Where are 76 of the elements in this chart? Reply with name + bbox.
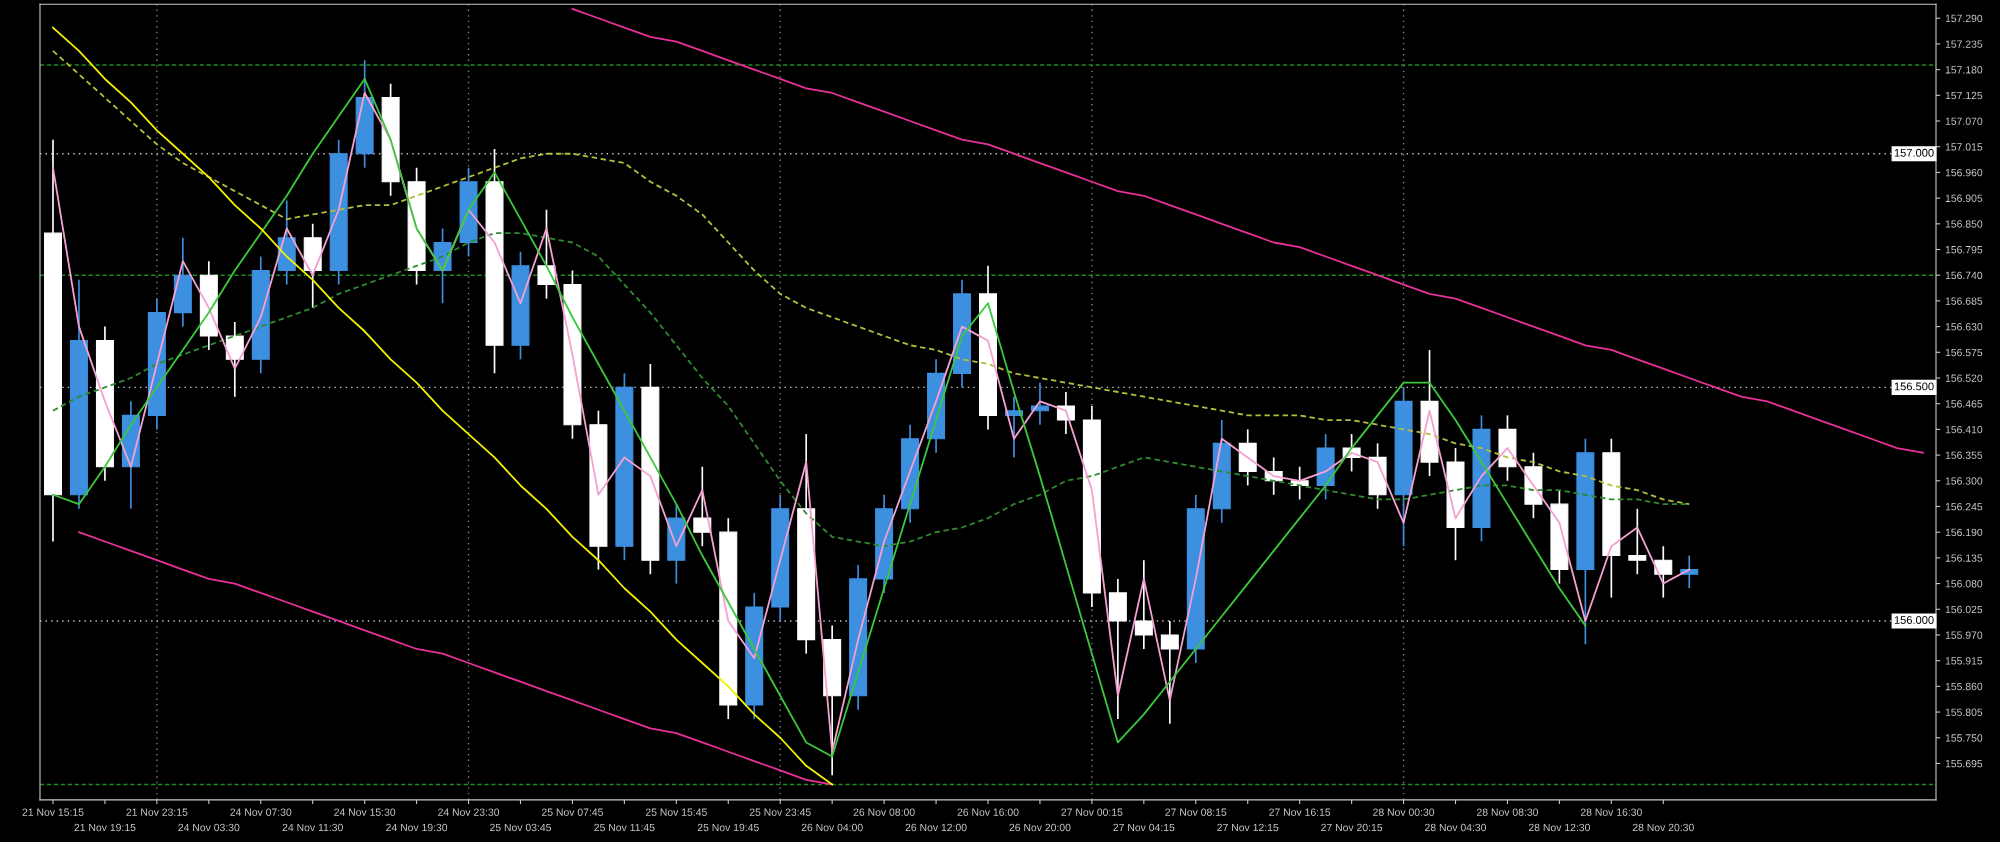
x-tick-label: 21 Nov 19:15 <box>74 823 136 832</box>
x-tick-label: 25 Nov 19:45 <box>697 823 759 832</box>
x-tick-label: 27 Nov 08:15 <box>1165 808 1227 816</box>
x-tick-label: 28 Nov 08:30 <box>1477 808 1539 816</box>
candlestick <box>1654 545 1673 599</box>
y-tick-label: 156.080 <box>1945 580 1983 588</box>
y-tick-label: 156.190 <box>1945 528 1983 537</box>
x-tick-label: 24 Nov 15:30 <box>334 808 396 816</box>
y-tick-label: 156.795 <box>1945 246 1983 254</box>
y-tick-label: 156.740 <box>1945 271 1983 280</box>
candlestick <box>225 321 244 398</box>
candlestick <box>1628 507 1647 576</box>
x-tick-label: 24 Nov 11:30 <box>282 823 343 832</box>
y-tick-label: 156.410 <box>1945 425 1983 434</box>
x-tick-label: 21 Nov 23:15 <box>126 808 188 816</box>
candlestick <box>537 208 556 300</box>
candlestick <box>1134 559 1153 650</box>
line-series <box>52 26 834 786</box>
line-series <box>52 50 1691 506</box>
x-tick-label: 26 Nov 16:00 <box>957 808 1019 816</box>
x-tick-label: 25 Nov 11:45 <box>594 823 655 832</box>
ref-line-label: 157.000 <box>1894 148 1934 157</box>
y-tick-label: 156.300 <box>1945 477 1983 485</box>
y-tick-label: 156.575 <box>1945 348 1983 357</box>
y-tick-label: 155.860 <box>1945 682 1983 691</box>
x-tick-label: 27 Nov 12:15 <box>1217 823 1279 832</box>
ref-line-label: 156.500 <box>1894 382 1934 391</box>
y-tick-label: 155.750 <box>1945 734 1983 742</box>
y-tick-label: 156.465 <box>1945 400 1983 408</box>
x-tick-label: 26 Nov 12:00 <box>905 823 967 832</box>
x-tick-label: 27 Nov 20:15 <box>1321 823 1383 832</box>
x-tick-label: 25 Nov 03:45 <box>490 823 552 832</box>
y-tick-label: 157.125 <box>1945 91 1983 100</box>
x-tick-label: 21 Nov 15:15 <box>22 808 84 816</box>
y-tick-label: 156.520 <box>1945 374 1983 382</box>
x-tick-label: 25 Nov 07:45 <box>541 808 603 816</box>
x-tick-label: 25 Nov 15:45 <box>645 808 707 816</box>
x-tick-label: 24 Nov 07:30 <box>230 808 292 816</box>
x-tick-label: 28 Nov 20:30 <box>1632 823 1694 832</box>
x-tick-label: 28 Nov 16:30 <box>1580 808 1642 816</box>
y-tick-label: 156.850 <box>1945 220 1983 228</box>
x-tick-label: 28 Nov 00:30 <box>1373 808 1435 816</box>
y-tick-label: 156.245 <box>1945 502 1983 511</box>
x-tick-label: 28 Nov 12:30 <box>1528 823 1590 832</box>
y-tick-label: 157.180 <box>1945 66 1983 74</box>
y-tick-label: 155.915 <box>1945 657 1983 665</box>
candlestick <box>1030 381 1049 426</box>
y-tick-label: 157.235 <box>1945 40 1983 48</box>
x-tick-label: 27 Nov 04:15 <box>1113 823 1175 832</box>
y-tick-label: 155.695 <box>1945 759 1983 768</box>
x-tick-label: 27 Nov 16:15 <box>1269 808 1331 816</box>
y-tick-label: 156.960 <box>1945 168 1983 177</box>
x-tick-label: 24 Nov 03:30 <box>178 823 240 832</box>
x-tick-label: 27 Nov 00:15 <box>1061 808 1123 816</box>
x-tick-label: 24 Nov 23:30 <box>438 808 500 816</box>
candlestick <box>693 465 712 548</box>
y-tick-label: 156.355 <box>1945 451 1983 459</box>
y-tick-label: 157.015 <box>1945 143 1983 151</box>
x-tick-label: 26 Nov 20:00 <box>1009 823 1071 832</box>
y-tick-label: 156.135 <box>1945 554 1983 562</box>
y-tick-label: 156.025 <box>1945 605 1983 614</box>
y-tick-label: 156.685 <box>1945 297 1983 305</box>
x-tick-label: 24 Nov 19:30 <box>386 823 448 832</box>
line-series <box>78 531 834 786</box>
x-tick-label: 26 Nov 04:00 <box>801 823 863 832</box>
x-tick-label: 26 Nov 08:00 <box>853 808 915 816</box>
y-tick-label: 157.290 <box>1945 14 1983 23</box>
candlestick <box>1160 620 1179 725</box>
y-tick-label: 155.970 <box>1945 631 1983 639</box>
y-tick-label: 157.070 <box>1945 117 1983 125</box>
x-tick-label: 25 Nov 23:45 <box>749 808 811 816</box>
x-tick-label: 28 Nov 04:30 <box>1425 823 1487 832</box>
y-tick-label: 155.805 <box>1945 708 1983 716</box>
y-tick-label: 156.905 <box>1945 194 1983 202</box>
y-tick-label: 156.630 <box>1945 323 1983 331</box>
ref-line-label: 156.000 <box>1894 616 1934 624</box>
